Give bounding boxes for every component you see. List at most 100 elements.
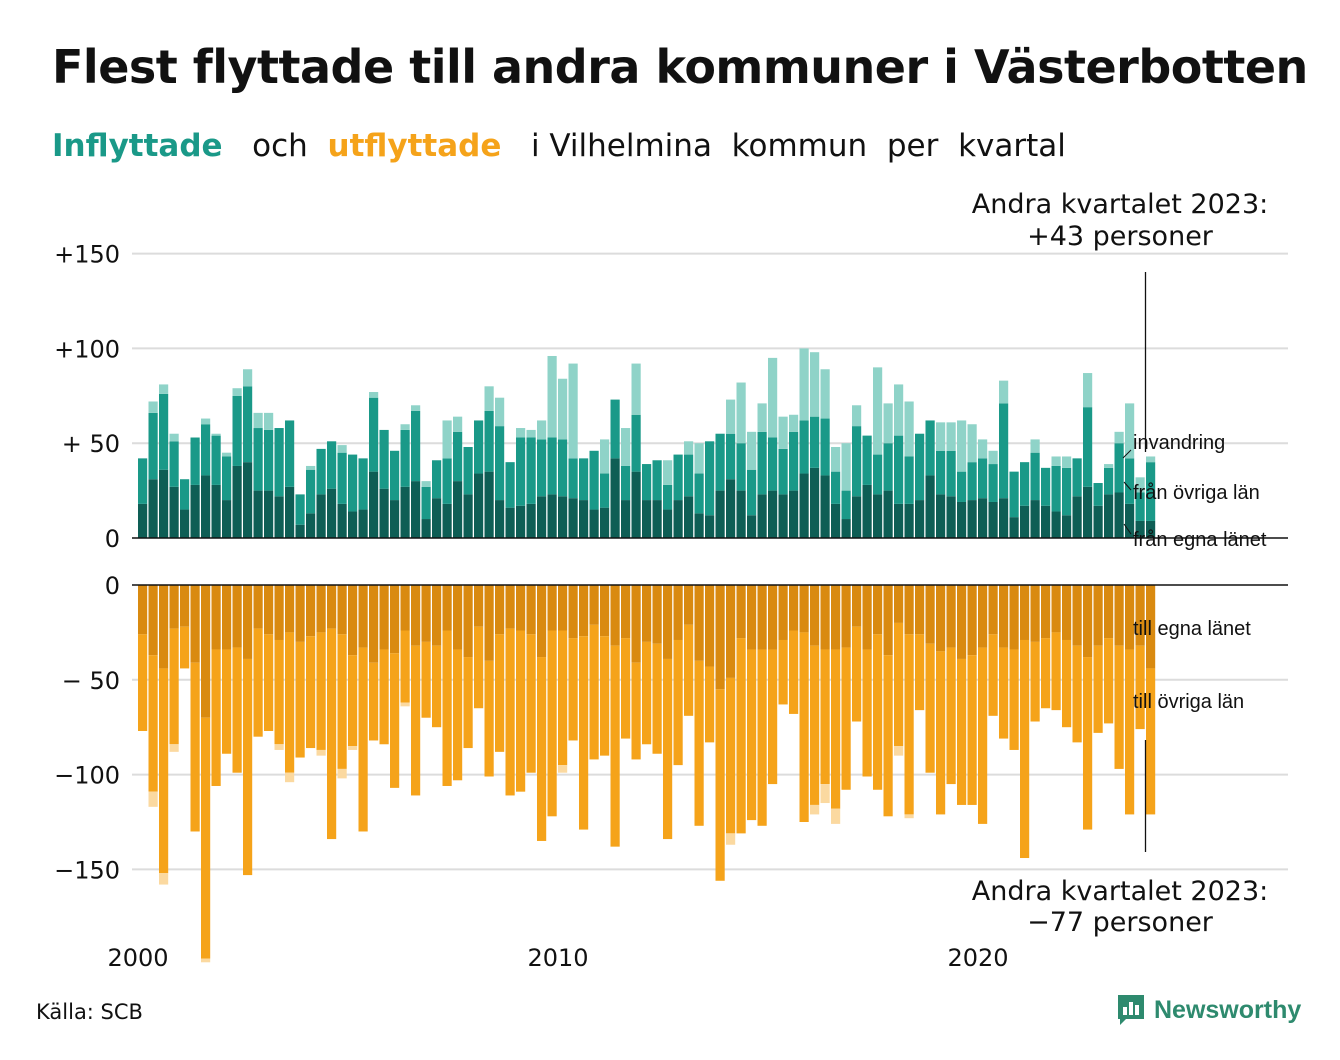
bar-in-ovriga <box>474 420 484 474</box>
bar-out-ovriga <box>768 649 778 785</box>
bar-out-utvandring <box>337 768 347 779</box>
bar-in-ovriga <box>1030 452 1040 501</box>
subtitle-och: och <box>252 128 308 164</box>
bar-in-egna <box>915 500 925 538</box>
bar-out-ovriga <box>747 649 757 821</box>
bar-out-ovriga <box>873 634 883 790</box>
bar-in-ovriga <box>222 456 232 501</box>
bar-in-ovriga <box>757 431 767 495</box>
bar-in-invandring <box>1051 456 1061 466</box>
bar-out-egna <box>1062 585 1072 640</box>
bar-in-egna <box>337 503 347 538</box>
bar-in-ovriga <box>1093 483 1103 506</box>
bar-out-ovriga <box>579 636 589 830</box>
bar-in-egna <box>253 490 263 538</box>
bar-in-egna <box>526 503 536 538</box>
bar-out-egna <box>652 585 662 644</box>
bar-in-invandring <box>369 392 379 398</box>
bar-in-egna <box>306 513 316 538</box>
bar-in-ovriga <box>904 456 914 504</box>
bar-in-ovriga <box>652 460 662 501</box>
annotation-bottom-line1: Andra kvartalet 2023: <box>972 876 1268 907</box>
bar-in-invandring <box>978 439 988 459</box>
bar-out-egna <box>138 585 148 635</box>
bar-out-egna <box>831 585 841 650</box>
bar-in-egna <box>558 496 568 538</box>
bar-in-ovriga <box>505 462 515 508</box>
bar-in-egna <box>295 524 305 538</box>
bar-in-egna <box>180 509 190 538</box>
bar-in-ovriga <box>537 439 547 497</box>
labels: +150 +100 + 50 0 0 − 50 −100 −150 2000 2010 2020 An… <box>54 189 1268 972</box>
bar-in-egna <box>169 486 179 538</box>
bar-in-ovriga <box>316 448 326 495</box>
bar-in-ovriga <box>1009 471 1019 518</box>
bar-out-egna <box>715 585 725 690</box>
bar-out-ovriga <box>1093 645 1103 733</box>
bar-in-ovriga <box>852 426 862 497</box>
bar-in-egna <box>673 500 683 538</box>
bar-in-ovriga <box>463 446 473 495</box>
bar-in-ovriga <box>484 410 494 472</box>
bar-in-egna <box>736 490 746 538</box>
series-label-out: till egna länet <box>1133 618 1251 640</box>
bar-in-egna <box>211 484 221 538</box>
ytick-label-top: + 50 <box>62 430 120 458</box>
bar-in-egna <box>148 479 158 538</box>
bar-in-ovriga <box>726 433 736 480</box>
bar-out-utvandring <box>159 873 169 885</box>
bar-out-ovriga <box>442 630 452 786</box>
bar-out-ovriga <box>169 628 179 745</box>
bar-in-egna <box>358 509 368 538</box>
bar-in-invandring <box>253 412 263 429</box>
bar-out-egna <box>453 585 463 650</box>
bar-out-ovriga <box>852 626 862 722</box>
bar-out-egna <box>547 585 557 631</box>
bar-in-egna <box>222 500 232 538</box>
bar-in-invandring <box>558 378 568 440</box>
bar-in-egna <box>421 519 431 538</box>
bar-out-ovriga <box>201 717 211 959</box>
bar-in-ovriga <box>988 464 998 502</box>
bar-out-egna <box>673 585 683 640</box>
bar-in-ovriga <box>799 420 809 474</box>
bar-out-ovriga <box>285 632 295 773</box>
bar-out-ovriga <box>1146 668 1156 815</box>
bar-out-ovriga <box>243 658 253 876</box>
bar-in-ovriga <box>1020 462 1030 506</box>
bar-out-ovriga <box>432 645 442 728</box>
bar-out-egna <box>1135 585 1145 646</box>
bar-out-egna <box>778 585 788 640</box>
bar-in-ovriga <box>684 454 694 497</box>
bar-out-egna <box>306 585 316 637</box>
bar-out-ovriga <box>1135 645 1145 730</box>
bar-out-egna <box>999 585 1009 648</box>
bar-in-ovriga <box>306 469 316 514</box>
xtick-label: 2000 <box>107 944 168 972</box>
bar-in-invandring <box>211 433 221 436</box>
bar-out-egna <box>883 585 893 656</box>
bar-in-invandring <box>495 397 505 427</box>
bar-in-egna <box>453 481 463 538</box>
bar-out-egna <box>789 585 799 631</box>
bar-in-invandring <box>453 416 463 432</box>
bar-in-egna <box>621 500 631 538</box>
bar-in-invandring <box>883 403 893 444</box>
bar-in-egna <box>1062 515 1072 538</box>
bar-out-ovriga <box>337 634 347 769</box>
bar-in-egna <box>1104 494 1114 538</box>
bar-out-ovriga <box>306 636 316 749</box>
bar-out-egna <box>222 585 232 650</box>
bar-in-ovriga <box>379 429 389 489</box>
bar-in-ovriga <box>421 486 431 520</box>
bar-out-ovriga <box>925 643 935 773</box>
newsworthy-logo: Newsworthy <box>1116 993 1301 1027</box>
annotation-top-line2: +43 personer <box>1027 221 1214 252</box>
bar-out-ovriga <box>327 628 337 840</box>
bar-in-ovriga <box>453 431 463 482</box>
bar-in-ovriga <box>348 454 358 512</box>
bar-out-egna <box>169 585 179 629</box>
bar-in-egna <box>411 481 421 538</box>
bar-out-egna <box>600 585 610 637</box>
bar-in-invandring <box>1125 403 1135 459</box>
